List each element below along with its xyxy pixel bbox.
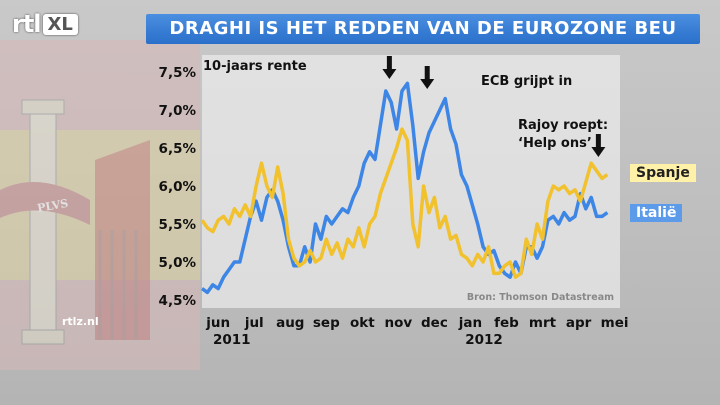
y-tick-label: 7,0% — [159, 103, 197, 119]
annotation-rajoy-line1: Rajoy roept: — [518, 118, 608, 133]
x-tick-label: sep — [313, 315, 340, 331]
title-bar: DRAGHI IS HET REDDEN VAN DE EUROZONE BEU — [146, 14, 700, 44]
y-tick-label: 5,0% — [159, 255, 197, 271]
source-note: Bron: Thomson Datastream — [467, 292, 614, 303]
y-tick-label: 6,5% — [159, 141, 197, 157]
logo-suffix: XL — [42, 13, 78, 35]
y-axis-ticks: 7,5% 7,0% 6,5% 6,0% 5,5% 5,0% 4,5% — [159, 65, 197, 309]
website-label: rtlz.nl — [62, 315, 99, 328]
x-tick-label: dec — [421, 315, 448, 331]
x-tick-label: jul — [244, 315, 264, 331]
annotation-rajoy-line2: ‘Help ons’ — [518, 136, 592, 151]
x-tick-label: apr — [566, 315, 592, 331]
x-tick-label: jan — [458, 315, 482, 331]
annotation-arrow — [382, 56, 397, 79]
annotation-arrows — [382, 56, 606, 157]
x-tick-label: mrt — [529, 315, 557, 331]
y-tick-label: 7,5% — [159, 65, 197, 81]
x-tick-label: jun — [205, 315, 230, 331]
x-tick-label: nov — [385, 315, 413, 331]
series-line-italie — [200, 81, 609, 295]
annotation-ecb: ECB grijpt in — [481, 74, 572, 89]
spanish-coat-of-arms-background: PLVS — [0, 40, 200, 370]
y-tick-label: 5,5% — [159, 217, 197, 233]
x-tick-label: aug — [276, 315, 304, 331]
x-tick-label: feb — [494, 315, 519, 331]
y-tick-label: 6,0% — [159, 179, 197, 195]
series-lines — [200, 81, 609, 295]
series-label-italie: Italië — [630, 204, 683, 222]
x-year-label: 2012 — [465, 332, 503, 348]
page-title: DRAGHI IS HET REDDEN VAN DE EUROZONE BEU — [169, 18, 677, 39]
annotation-arrow — [591, 134, 606, 157]
series-line-spanje — [200, 127, 609, 279]
x-tick-label: mei — [601, 315, 629, 331]
svg-text:PLVS: PLVS — [36, 197, 69, 215]
rtl-xl-logo: rtl XL — [12, 10, 78, 38]
series-label-spanje: Spanje — [630, 164, 696, 182]
logo-brand: rtl — [12, 10, 42, 38]
chart-title: 10-jaars rente — [203, 59, 307, 74]
x-year-label: 2011 — [213, 332, 251, 348]
y-tick-label: 4,5% — [159, 293, 197, 309]
annotation-arrow — [420, 66, 435, 89]
x-tick-label: okt — [350, 315, 375, 331]
x-axis-ticks: jun jul aug sep okt nov dec jan feb mrt apr mei 2011… — [205, 315, 628, 348]
